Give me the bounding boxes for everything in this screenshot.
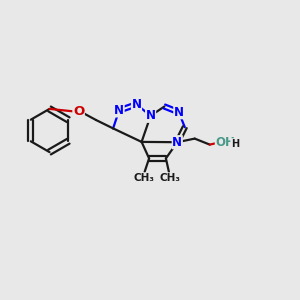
Text: N: N	[131, 98, 142, 111]
Text: N: N	[114, 104, 124, 117]
Text: OH: OH	[215, 136, 235, 149]
Text: O: O	[73, 105, 84, 118]
Text: CH₃: CH₃	[159, 173, 180, 183]
Text: CH₃: CH₃	[134, 173, 154, 183]
Text: N: N	[172, 136, 182, 149]
Text: N: N	[174, 106, 184, 119]
Text: N: N	[146, 109, 156, 122]
Text: H: H	[231, 139, 239, 149]
